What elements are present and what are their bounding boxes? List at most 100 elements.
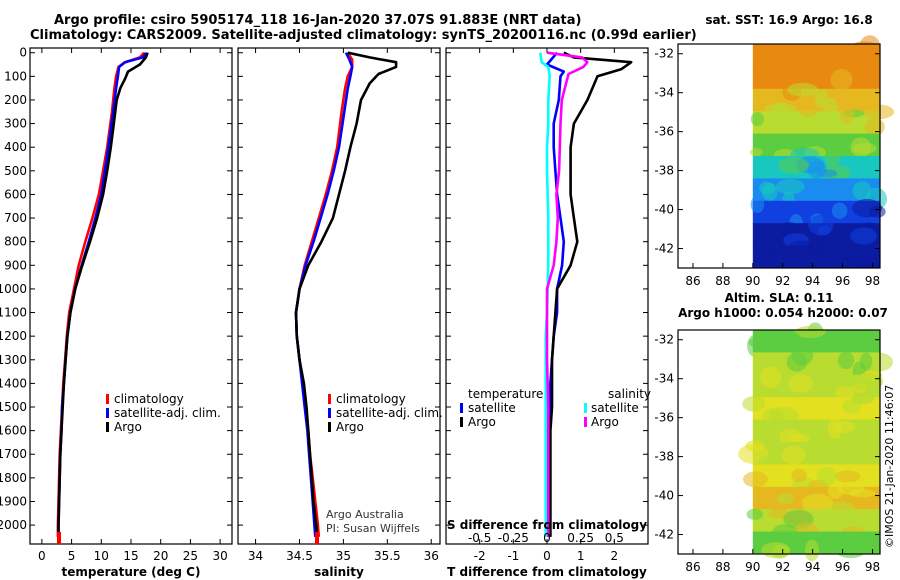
heatmap-blotch [852,181,872,201]
heatmap-blotch [864,118,885,136]
plot-title-line1: Argo profile: csiro 5905174_118 16-Jan-2… [54,13,582,28]
heatmap-blotch [852,198,882,218]
y-tick-label: -34 [654,86,674,100]
heatmap-blotch [854,392,875,405]
series-line-salinity-argo [545,51,589,537]
heatmap-blotch [807,241,831,258]
y-tick-label: -42 [654,528,674,542]
heatmap-blotch [810,43,837,61]
legend-label: satellite-adj. clim. [114,406,221,420]
x-tick-label: 86 [685,274,700,288]
heatmap-blotch [748,336,772,349]
map-title-line1: Altim. SLA: 0.11 [725,291,834,305]
legend-label: climatology [336,392,406,406]
y-tick-label: 100 [4,69,27,83]
x-tick-label: 86 [685,560,700,574]
y-tick-label: 1100 [0,306,27,320]
x-tick-label: 90 [745,560,760,574]
x-tick-label: 1 [577,549,585,563]
x-tick-label: 25 [183,549,198,563]
x-tick-label: 2 [611,549,619,563]
y-tick-label: -34 [654,372,674,386]
watermark-text: ©IMOS 21-Jan-2020 11:46:07 [883,385,896,548]
heatmap-blotch [768,239,787,252]
x-axis-label: salinity [314,565,364,579]
series-line-satellite-adj-clim- [294,52,354,537]
heatmap-blotch [746,508,763,520]
heatmap-blotch [835,543,866,559]
heatmap-blotch [801,493,834,513]
heatmap-blotch [817,226,831,236]
map-title: sat. SST: 16.9 Argo: 16.8 [705,13,872,27]
heatmap-blotch [786,352,808,372]
legend-swatch [460,403,463,413]
heatmap-blotch [776,493,795,505]
s-tick-label: -0.5 [468,531,491,545]
difference-panel: -2 -1 0 1 2 T difference from climatology -0.5… [445,47,651,579]
x-tick-label: 20 [153,549,168,563]
heatmap-blotch [831,420,856,434]
x-tick-label: -1 [507,549,519,563]
x-tick-label: 96 [835,560,850,574]
series-line-salinity-satellite [539,52,552,537]
x-tick-label: 34.5 [286,549,313,563]
y-tick-label: 1800 [0,471,27,485]
legend-title-temperature: temperature [468,387,543,401]
heatmap-blotch [781,445,806,465]
heatmap-blotch [804,539,820,562]
sst_map-panel: -32 -34 -36 -38 -40 -42 86 88 90 92 94 96 98 sat. SST… [654,13,895,288]
series-line-argo [57,52,149,537]
series-line-temperature-argo [549,51,633,537]
s-tick-label: -0.25 [498,531,529,545]
heatmap-blotch [851,373,884,391]
x-tick-label: 94 [805,274,820,288]
y-tick-label: -38 [654,450,674,464]
legend-label: Argo [591,415,619,429]
heatmap-blotch [750,112,765,127]
y-tick-label: -32 [654,47,674,61]
series-line-argo [294,51,398,537]
heatmap-blotch [767,66,793,76]
heatmap-blotch [850,433,874,445]
sla_map-panel: -32 -34 -36 -38 -40 -42 86 88 90 92 94 96 98 Altim. S… [654,291,893,574]
y-tick-label: 800 [4,235,27,249]
heatmap-blotch [825,151,841,167]
heatmap-blotch [859,442,877,461]
temperature-panel: 0100200300400500600700800900100011001200… [0,46,233,579]
x-axis-label: T difference from climatology [447,565,647,579]
legend-label: satellite [468,401,516,415]
s-axis-label: S difference from climatology [447,518,647,532]
legend-swatch [106,422,109,432]
y-tick-label: 1600 [0,424,27,438]
legend-swatch [106,408,109,418]
x-axis-label: temperature (deg C) [62,565,201,579]
y-tick-label: -40 [654,489,674,503]
heatmap-blotch [849,489,876,498]
heatmap-blotch [789,433,810,444]
y-tick-label: 1900 [0,494,27,508]
heatmap-blotch [862,104,895,120]
legend-label: climatology [114,392,184,406]
x-tick-label: 35 [336,549,351,563]
sst_map-frame [677,43,881,269]
legend-swatch [106,394,109,404]
x-tick-label: 34 [248,549,263,563]
heatmap-blotch [839,254,861,263]
heatmap-blotch [787,374,813,393]
y-tick-label: 1700 [0,447,27,461]
heatmap-blotch [759,181,776,195]
x-tick-label: 90 [745,274,760,288]
heatmap-blotch [761,542,791,559]
heatmap-blotch [742,396,765,412]
heatmap-blotch [835,386,855,400]
annotation-pi: PI: Susan Wijffels [326,522,420,535]
y-tick-label: 500 [4,164,27,178]
heatmap-blotch [777,157,809,174]
x-tick-label: 36 [424,549,439,563]
heatmap-blotch [750,195,765,214]
legend-swatch [584,417,587,427]
y-tick-label: 1400 [0,376,27,390]
legend-label: Argo [114,420,142,434]
sla_map-frame [677,329,881,555]
